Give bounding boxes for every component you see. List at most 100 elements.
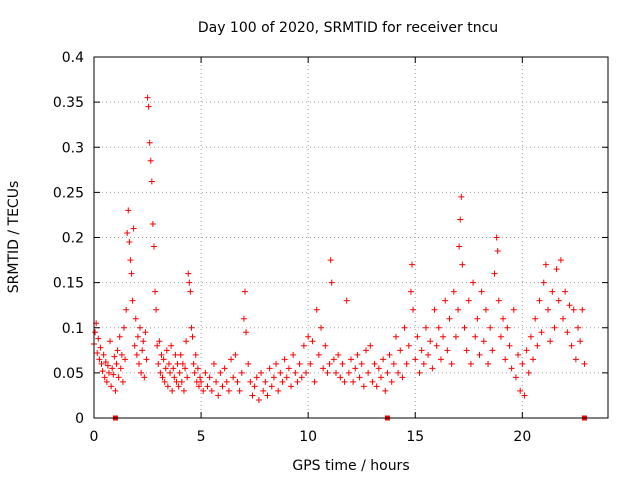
data-point	[300, 342, 307, 349]
x-tick-label: 5	[197, 429, 206, 445]
y-tick-label: 0.4	[62, 50, 84, 66]
data-point	[532, 315, 539, 322]
data-point	[427, 338, 434, 345]
data-point	[549, 288, 556, 295]
data-point	[141, 374, 148, 381]
data-point	[444, 347, 451, 354]
data-point	[198, 378, 205, 385]
data-point	[345, 369, 352, 376]
data-point	[480, 338, 487, 345]
data-point	[399, 374, 406, 381]
data-point	[192, 351, 199, 358]
data-point	[575, 324, 582, 331]
data-point	[133, 351, 140, 358]
y-tick-label: 0.1	[62, 321, 84, 337]
data-point	[115, 374, 122, 381]
data-point	[500, 315, 507, 322]
data-point	[154, 342, 161, 349]
data-point	[124, 229, 131, 236]
data-point	[405, 342, 412, 349]
data-point	[456, 243, 463, 250]
data-point	[577, 338, 584, 345]
data-point	[169, 387, 176, 394]
data-point	[243, 329, 250, 336]
data-point	[190, 360, 197, 367]
data-point	[126, 239, 133, 246]
data-point	[137, 324, 144, 331]
data-point	[155, 360, 162, 367]
data-point	[234, 378, 241, 385]
data-point	[519, 360, 526, 367]
data-point	[270, 374, 277, 381]
data-point	[215, 392, 222, 399]
y-tick-label: 0.2	[62, 231, 84, 247]
data-point	[553, 266, 560, 273]
data-point	[373, 383, 380, 390]
data-point	[152, 288, 159, 295]
data-point	[120, 324, 127, 331]
data-point	[410, 306, 417, 313]
data-point	[487, 324, 494, 331]
data-point	[504, 324, 511, 331]
data-point	[463, 347, 470, 354]
data-point	[132, 315, 139, 322]
data-point	[165, 360, 172, 367]
data-point	[324, 369, 331, 376]
data-point	[245, 360, 252, 367]
data-point	[527, 333, 534, 340]
data-point	[440, 333, 447, 340]
data-point	[101, 374, 108, 381]
data-point	[523, 347, 530, 354]
data-point	[457, 216, 464, 223]
data-point	[290, 351, 297, 358]
data-point	[292, 369, 299, 376]
data-point	[138, 369, 145, 376]
data-point	[104, 362, 111, 369]
data-point	[365, 369, 372, 376]
data-point	[350, 378, 357, 385]
data-point	[146, 139, 153, 146]
data-point	[260, 387, 267, 394]
data-point	[356, 374, 363, 381]
data-point	[512, 374, 519, 381]
data-point	[570, 306, 577, 313]
data-point	[191, 369, 198, 376]
data-point	[382, 387, 389, 394]
data-point	[547, 338, 554, 345]
data-point	[129, 297, 136, 304]
data-point	[296, 360, 303, 367]
data-point	[283, 374, 290, 381]
data-point	[467, 360, 474, 367]
data-point	[521, 392, 528, 399]
data-point	[416, 369, 423, 376]
x-axis-title: GPS time / hours	[292, 458, 409, 474]
data-point	[197, 374, 204, 381]
data-point	[459, 261, 466, 268]
data-point	[352, 365, 359, 372]
x-tick-label: 0	[90, 429, 99, 445]
data-point	[94, 350, 101, 357]
data-point	[322, 342, 329, 349]
data-point	[401, 324, 408, 331]
data-point	[390, 360, 397, 367]
data-point	[277, 369, 284, 376]
data-point	[403, 360, 410, 367]
data-point	[418, 347, 425, 354]
data-point	[208, 387, 215, 394]
data-point	[230, 374, 237, 381]
data-point	[232, 351, 239, 358]
data-point	[114, 347, 121, 354]
data-point	[474, 315, 481, 322]
data-point	[367, 342, 374, 349]
data-point	[455, 306, 462, 313]
data-point	[333, 369, 340, 376]
data-point	[258, 369, 265, 376]
data-point	[339, 360, 346, 367]
data-point	[228, 356, 235, 363]
data-point	[315, 351, 322, 358]
data-point	[112, 387, 119, 394]
data-point	[420, 360, 427, 367]
data-point	[318, 324, 325, 331]
data-point	[175, 383, 182, 390]
